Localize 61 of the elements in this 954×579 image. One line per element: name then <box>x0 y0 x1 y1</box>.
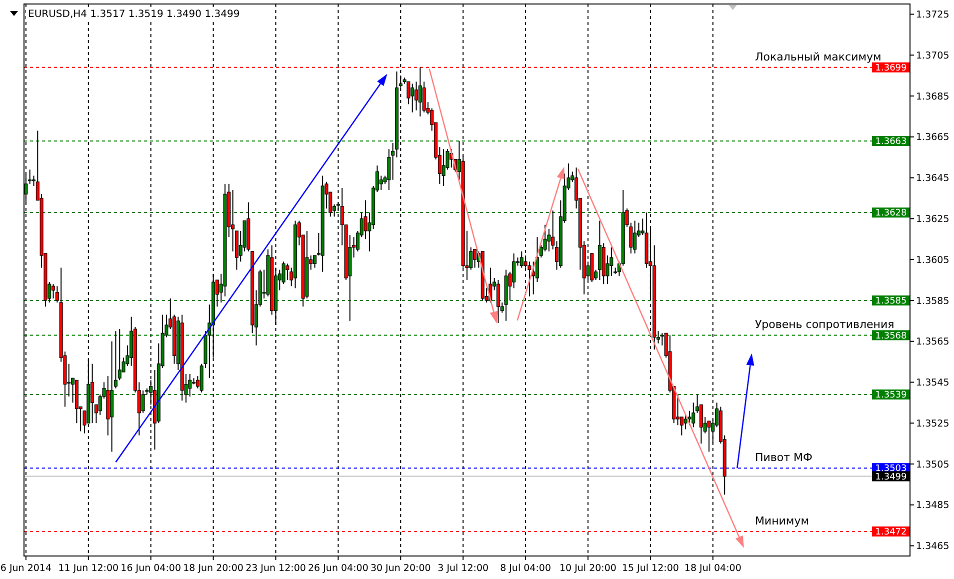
text: EURUSD,H4 1.3517 1.3519 1.3490 1.3499 <box>28 9 240 20</box>
x-tick-label: 18 Jul 04:00 <box>684 563 742 574</box>
candlestick <box>282 261 286 285</box>
candlestick <box>442 148 446 186</box>
x-tick-label: 10 Jul 20:00 <box>560 563 616 574</box>
x-tick-label: 11 Jun 12:00 <box>58 563 119 574</box>
x-tick-label: 3 Jul 12:00 <box>438 563 489 574</box>
candlestick <box>418 66 422 117</box>
ref-line-label: 1.3568 <box>875 331 908 342</box>
candlestick <box>379 175 383 191</box>
candlestick <box>547 228 551 252</box>
candlestick <box>496 280 500 324</box>
y-tick-label: 1.3525 <box>916 418 950 430</box>
x-tick-label: 16 Jun 04:00 <box>120 563 182 574</box>
candlestick <box>387 148 391 191</box>
candlestick <box>688 410 692 426</box>
ref-line-label: 1.3663 <box>875 137 907 148</box>
candlestick <box>422 81 426 113</box>
y-tick-label: 1.3485 <box>916 500 950 512</box>
y-tick-label: 1.3505 <box>916 459 950 470</box>
y-tick-label: 1.3585 <box>916 296 950 307</box>
candlestick <box>406 81 410 105</box>
y-tick-label: 1.3705 <box>916 50 950 62</box>
candlestick <box>90 363 94 424</box>
x-tick-label: 26 Jun 04:00 <box>308 563 368 574</box>
annotation: Минимум <box>754 514 810 528</box>
candlestick <box>473 248 477 268</box>
x-tick-label: 6 Jun 2014 <box>0 563 52 574</box>
y-tick-label: 1.3665 <box>916 132 950 144</box>
ref-line-label: 1.3628 <box>875 208 908 219</box>
ref-line-label: 1.3585 <box>875 296 907 307</box>
ref-line-label: 1.3699 <box>875 64 908 74</box>
annotation: Уровень сопротивления <box>754 318 894 332</box>
ref-line-label: 1.3499 <box>875 472 908 482</box>
candlestick <box>684 414 688 430</box>
candlestick <box>543 224 547 252</box>
x-tick-label: 18 Jun 20:00 <box>183 563 244 574</box>
annotation: Локальный максимум <box>754 50 882 64</box>
candlestick <box>286 263 290 280</box>
x-tick-label: 15 Jul 12:00 <box>622 563 679 574</box>
candlestick <box>414 81 418 111</box>
x-tick-label: 30 Jun 20:00 <box>370 563 431 574</box>
y-tick-label: 1.3625 <box>916 214 950 225</box>
candlestick <box>692 402 696 428</box>
candlestick <box>520 250 524 268</box>
candlestick <box>707 420 711 452</box>
x-tick-label: 23 Jun 12:00 <box>246 563 306 574</box>
candlestick <box>633 220 637 254</box>
candlestick <box>52 284 56 299</box>
y-tick-label: 1.3685 <box>916 91 950 102</box>
y-tick-label: 1.3605 <box>916 254 950 266</box>
y-tick-label: 1.3565 <box>916 336 950 348</box>
y-tick-label: 1.3725 <box>916 10 950 21</box>
x-tick-label: 8 Jul 04:00 <box>500 563 552 574</box>
ref-line-label: 1.3472 <box>875 528 907 538</box>
ref-line-label: 1.3539 <box>875 390 908 401</box>
annotation: Пивот МФ <box>754 451 812 464</box>
y-tick-label: 1.3545 <box>916 378 950 389</box>
y-tick-label: 1.3465 <box>916 541 950 552</box>
candlestick <box>410 83 414 113</box>
y-tick-label: 1.3645 <box>916 173 950 184</box>
